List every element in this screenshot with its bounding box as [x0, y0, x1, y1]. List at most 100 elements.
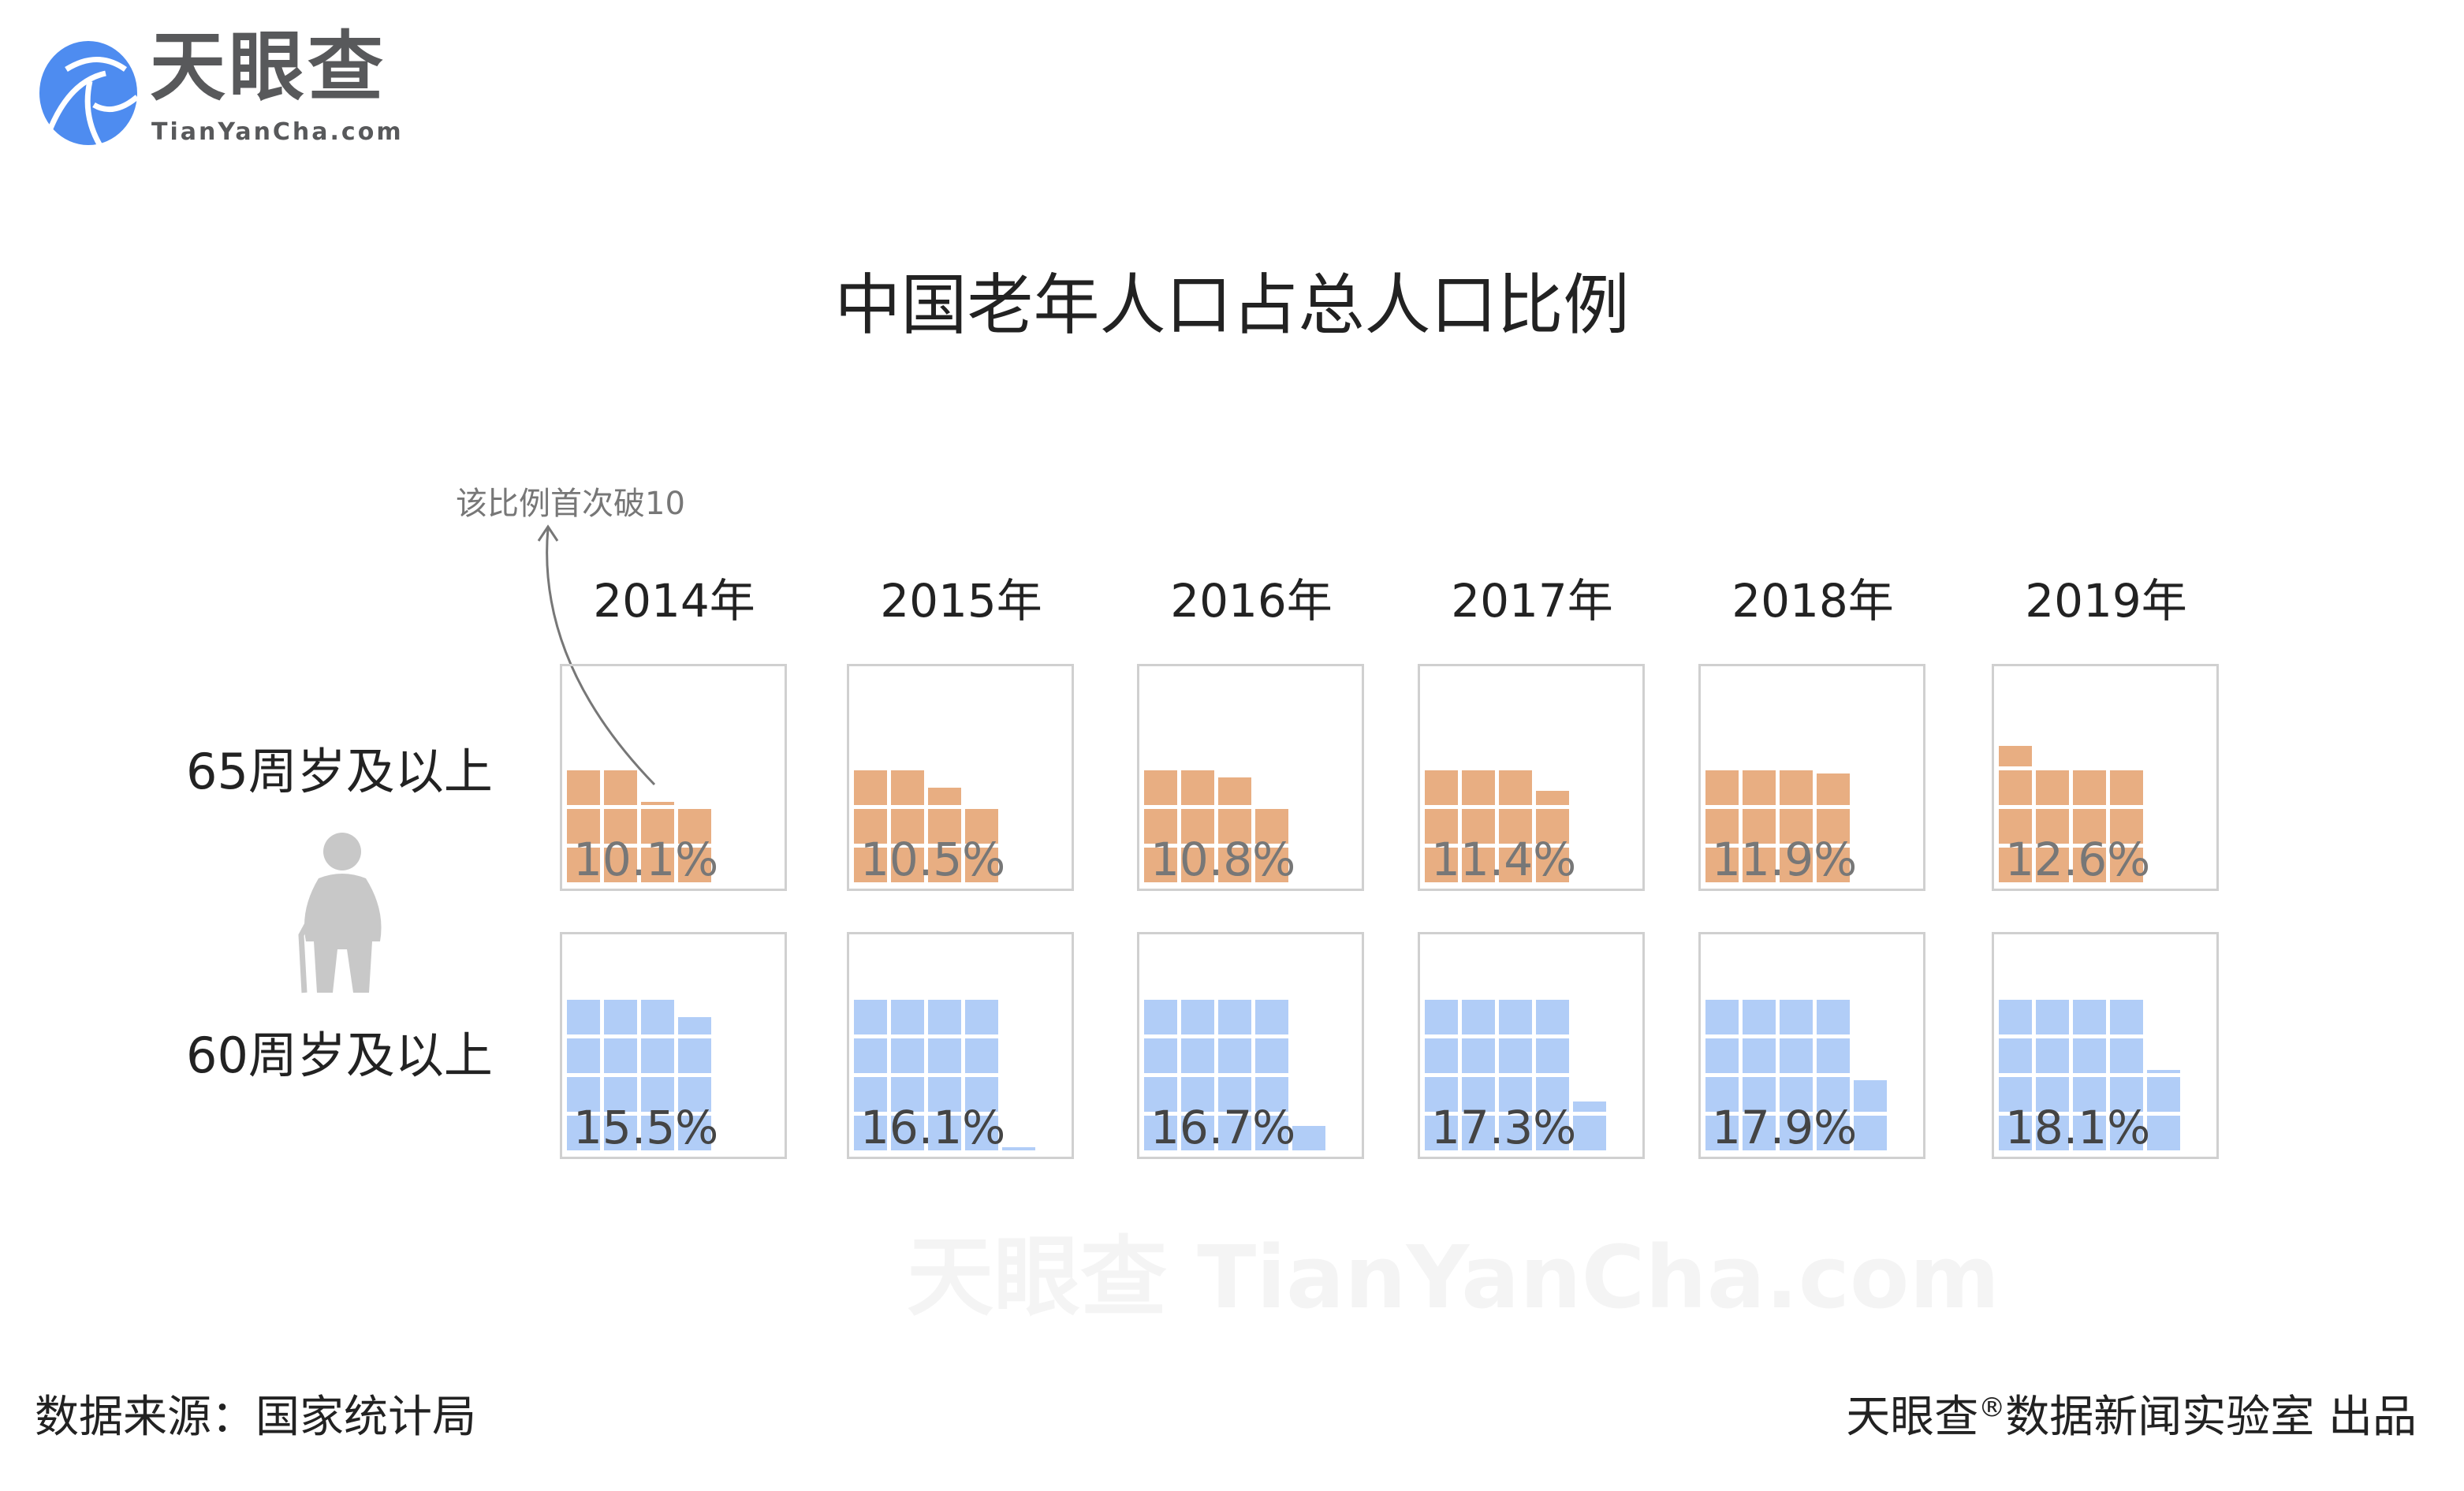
- waffle-cell: [1218, 848, 1251, 882]
- waffle-cell: [965, 848, 998, 882]
- waffle-cell: [1181, 809, 1214, 844]
- publisher-brand: 天眼查: [1846, 1392, 1979, 1443]
- waffle-cell: [1999, 848, 2032, 882]
- waffle-cell: [2110, 809, 2143, 844]
- waffle-cell: [1705, 848, 1739, 882]
- waffle-cell: [891, 809, 924, 844]
- waffle-cell: [1743, 848, 1776, 882]
- waffle-cell: [1255, 1116, 1288, 1150]
- waffle-cell: [1999, 1000, 2032, 1034]
- waffle-cell: [1705, 770, 1739, 805]
- waffle-cell: [854, 1077, 887, 1112]
- waffle-cell: [1743, 1077, 1776, 1112]
- waffle-cell: [1462, 1077, 1495, 1112]
- value-label: 10.8%: [1150, 833, 1296, 886]
- waffle-cell: [678, 1038, 711, 1073]
- waffle-cell: [965, 1038, 998, 1073]
- waffle-cell: [1425, 1116, 1458, 1150]
- waffle-cell: [1780, 1116, 1813, 1150]
- row-label-60: 60周岁及以上: [186, 1027, 493, 1084]
- waffle-cell: [1462, 1038, 1495, 1073]
- waffle-cell: [641, 1116, 674, 1150]
- waffle-cell: [1499, 1077, 1532, 1112]
- waffle-cell: [1743, 770, 1776, 805]
- value-label: 15.5%: [573, 1101, 719, 1154]
- waffle-partial-cell: [1292, 1126, 1325, 1150]
- waffle-cell: [1705, 1038, 1739, 1073]
- elderly-person-icon: [298, 833, 382, 993]
- waffle-cell: [965, 1116, 998, 1150]
- waffle-cell: [1499, 848, 1532, 882]
- waffle-cell: [1181, 1116, 1214, 1150]
- waffle-cell: [1144, 770, 1177, 805]
- waffle-cell: [2073, 1000, 2106, 1034]
- waffle-cell: [1499, 1000, 1532, 1034]
- waffle-cell: [604, 1077, 637, 1112]
- waffle-cell: [567, 848, 600, 882]
- waffle-cell: [1218, 1000, 1251, 1034]
- waffle-cell: [567, 1000, 600, 1034]
- waffle-cell: [2073, 1077, 2106, 1112]
- waffle-cell: [1144, 1038, 1177, 1073]
- waffle-cell: [1573, 1116, 1606, 1150]
- waffle-partial-cell: [1573, 1101, 1606, 1112]
- waffle-cell: [1536, 1116, 1569, 1150]
- waffle-cell: [1144, 809, 1177, 844]
- waffle-cell: [2110, 1038, 2143, 1073]
- waffle-cell: [928, 1116, 961, 1150]
- waffle-cell: [1425, 1077, 1458, 1112]
- waffle-cell: [2036, 809, 2069, 844]
- waffle-cell: [1144, 1077, 1177, 1112]
- waffle-cell: [1999, 1077, 2032, 1112]
- waffle-cell: [2036, 1000, 2069, 1034]
- waffle-cell: [1499, 1116, 1532, 1150]
- waffle-cell: [641, 1000, 674, 1034]
- year-label: 2014年: [593, 574, 755, 628]
- value-label: 16.1%: [860, 1101, 1006, 1154]
- waffle-cell: [928, 848, 961, 882]
- waffle-cell: [2073, 1116, 2106, 1150]
- waffle-cell: [891, 1038, 924, 1073]
- waffle-panel: 17.9%: [1698, 932, 1925, 1159]
- chart-title: 中国老年人口占总人口比例: [834, 267, 1630, 344]
- waffle-cell: [678, 1077, 711, 1112]
- waffle-cell: [2036, 848, 2069, 882]
- waffle-cell: [641, 1038, 674, 1073]
- year-label: 2018年: [1732, 574, 1894, 628]
- year-label: 2015年: [880, 574, 1042, 628]
- annotation-arrow-icon: [537, 524, 656, 786]
- value-label: 11.9%: [1712, 833, 1858, 886]
- waffle-partial-cell: [1002, 1146, 1035, 1150]
- waffle-cell: [1705, 809, 1739, 844]
- waffle-cell: [854, 1000, 887, 1034]
- waffle-cell: [567, 1077, 600, 1112]
- waffle-cell: [1462, 1000, 1495, 1034]
- waffle-cell: [1255, 848, 1288, 882]
- waffle-partial-cell: [1536, 791, 1569, 805]
- waffle-cell: [1462, 848, 1495, 882]
- waffle-panel: 18.1%: [1992, 932, 2219, 1159]
- value-label: 11.4%: [1431, 833, 1577, 886]
- registered-mark: ®: [1978, 1392, 2006, 1424]
- waffle-cell: [1780, 1077, 1813, 1112]
- waffle-partial-cell: [2147, 1069, 2180, 1073]
- annotation-text: 该比例首次破10: [456, 486, 685, 522]
- waffle-panel: 11.4%: [1418, 664, 1645, 891]
- row-label-65: 65周岁及以上: [186, 743, 493, 800]
- value-label: 17.3%: [1431, 1101, 1577, 1154]
- waffle-cell: [965, 1077, 998, 1112]
- waffle-cell: [1181, 770, 1214, 805]
- waffle-cell: [854, 809, 887, 844]
- waffle-panel: 16.1%: [847, 932, 1074, 1159]
- waffle-cell: [1462, 809, 1495, 844]
- waffle-cell: [1181, 1077, 1214, 1112]
- waffle-cell: [1499, 809, 1532, 844]
- waffle-cell: [1255, 1038, 1288, 1073]
- waffle-cell: [678, 809, 711, 844]
- waffle-cell: [1705, 1077, 1739, 1112]
- waffle-cell: [1218, 809, 1251, 844]
- waffle-cell: [1181, 1038, 1214, 1073]
- waffle-cell: [1255, 1000, 1288, 1034]
- waffle-cell: [2110, 848, 2143, 882]
- waffle-cell: [2110, 1077, 2143, 1112]
